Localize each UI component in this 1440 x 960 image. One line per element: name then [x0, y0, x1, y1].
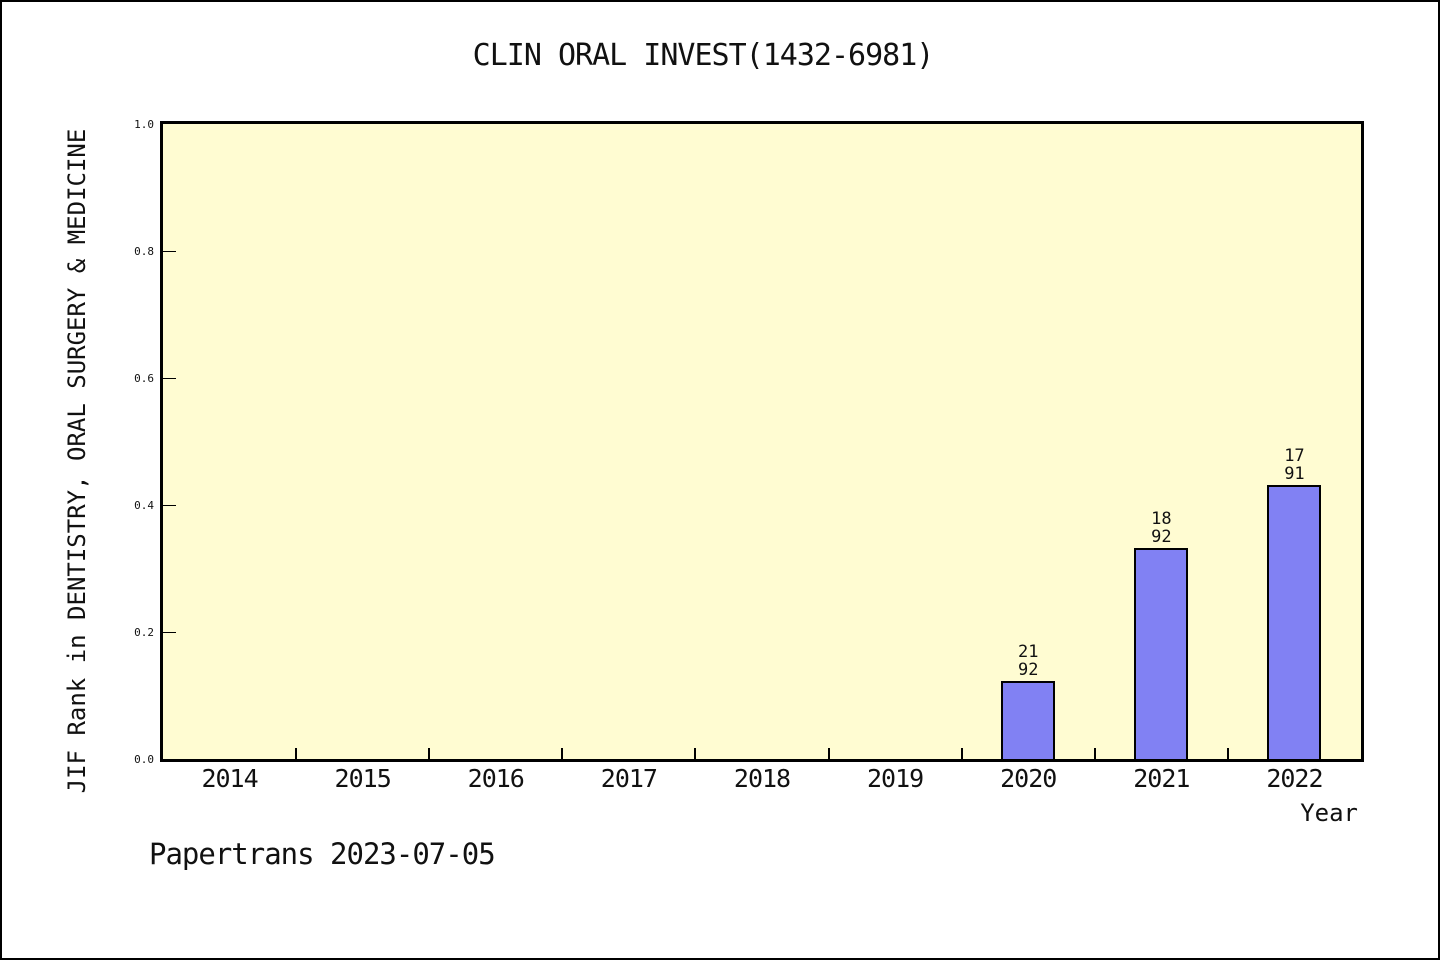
bar-total: 92	[1017, 660, 1039, 680]
bar-rank: 17	[1284, 446, 1305, 466]
y-tick-mark	[163, 251, 176, 252]
bar	[1001, 681, 1056, 759]
x-tick-label: 2019	[867, 764, 924, 793]
y-tick-mark	[163, 632, 176, 633]
y-axis-title: JIF Rank in DENTISTRY, ORAL SURGERY & ME…	[63, 128, 91, 794]
x-tick-label: 2014	[201, 764, 258, 793]
x-tick-mark	[428, 748, 431, 759]
bar-label: 17 91	[1284, 447, 1304, 483]
x-tick-label: 2015	[334, 764, 392, 793]
x-tick-mark	[561, 748, 564, 759]
bar-total: 91	[1284, 464, 1305, 484]
bar-total: 92	[1151, 527, 1172, 547]
x-tick-mark	[1226, 748, 1229, 759]
footer-note: Papertrans 2023-07-05	[149, 837, 496, 871]
y-tick-mark	[163, 378, 176, 379]
x-tick-mark	[960, 748, 963, 759]
bar	[1267, 485, 1322, 759]
x-axis-title: Year	[1300, 799, 1358, 827]
y-tick-label: 0.6	[134, 372, 154, 385]
y-tick-mark	[163, 505, 176, 506]
bar-label: 21 92	[1018, 643, 1038, 679]
x-tick-label: 2021	[1133, 764, 1190, 793]
x-tick-mark	[827, 748, 830, 759]
x-tick-label: 2022	[1266, 764, 1323, 793]
y-tick-label: 0.2	[134, 626, 154, 639]
y-tick-label: 0.0	[134, 753, 154, 766]
y-tick-label: 0.4	[134, 499, 154, 512]
bar	[1134, 548, 1189, 759]
x-tick-mark	[1093, 748, 1096, 759]
chart-title: CLIN ORAL INVEST(1432-6981)	[472, 38, 935, 73]
x-tick-label: 2020	[1000, 764, 1057, 793]
plot-area: 21 92 18 92 17 91	[160, 121, 1364, 762]
x-tick-label: 2016	[467, 764, 525, 793]
y-tick-label: 0.8	[134, 245, 154, 258]
bar-rank: 18	[1151, 509, 1172, 529]
bar-label: 18 92	[1151, 510, 1171, 546]
x-tick-label: 2018	[733, 764, 791, 793]
bar-rank: 21	[1017, 642, 1039, 662]
x-tick-mark	[694, 748, 697, 759]
y-tick-label: 1.0	[134, 118, 154, 131]
x-tick-mark	[295, 748, 298, 759]
x-tick-label: 2017	[600, 764, 658, 793]
